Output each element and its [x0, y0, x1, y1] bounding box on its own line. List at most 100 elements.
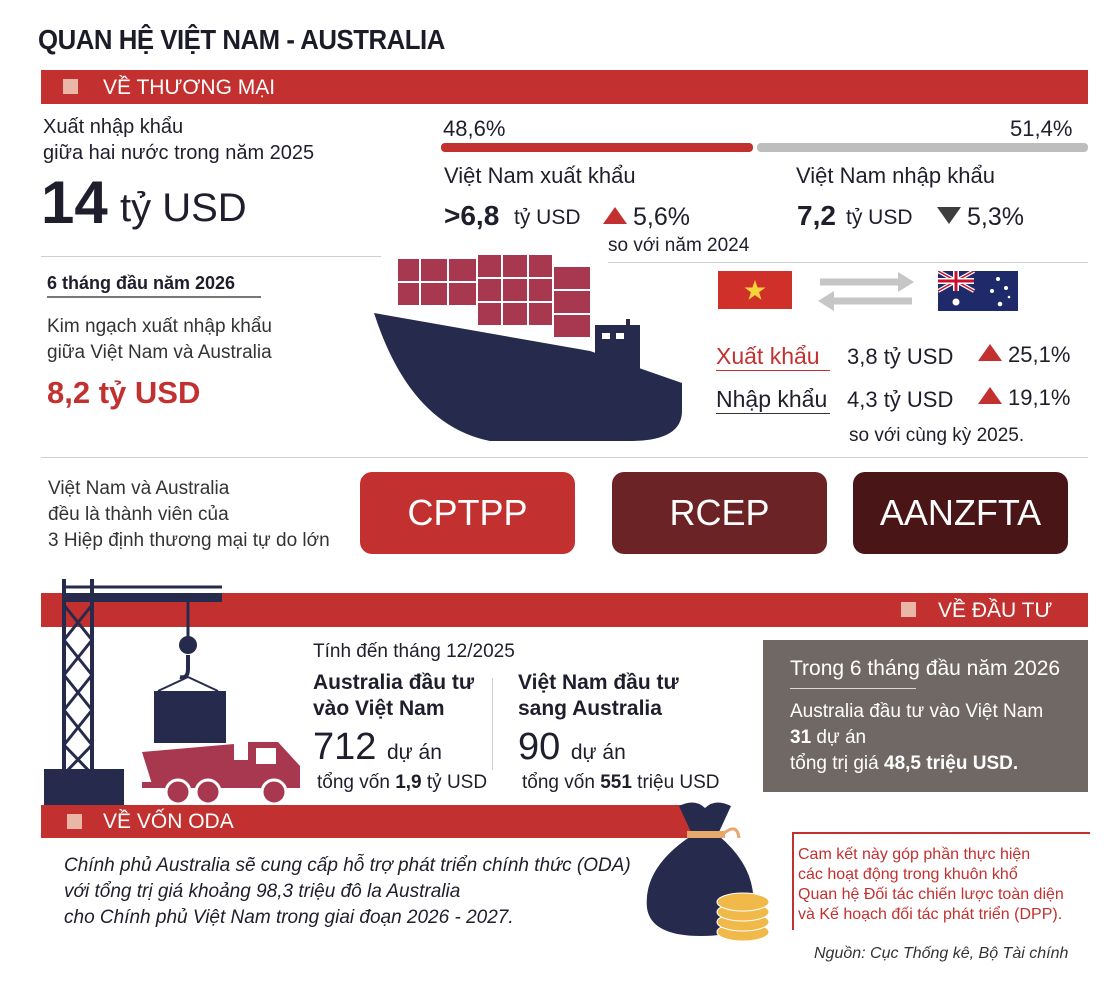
- share-bar-import: [757, 143, 1088, 152]
- half-export-change: 25,1%: [978, 342, 1070, 368]
- half-year-heading: 6 tháng đầu năm 2026: [47, 273, 236, 293]
- up-arrow-icon: [978, 344, 1002, 361]
- half-export-value: 3,8 tỷ USD: [847, 344, 954, 369]
- section-label-investment: VỀ ĐẦU TƯ: [938, 599, 1053, 622]
- square-marker-icon: [901, 602, 916, 617]
- divider: [41, 256, 381, 257]
- oda-note-box: Cam kết này góp phần thực hiện các hoạt …: [792, 832, 1090, 930]
- half-value: 8,2 tỷ USD: [47, 375, 201, 410]
- export-unit: tỷ USD: [514, 206, 581, 229]
- au-to-vn-label-1: Australia đầu tư: [313, 671, 475, 694]
- investment-half-year-box: Trong 6 tháng đầu năm 2026 Australia đầu…: [763, 640, 1088, 792]
- heading-underline: [790, 688, 916, 689]
- page-title: QUAN HỆ VIỆT NAM - AUSTRALIA: [38, 24, 445, 55]
- total-caption-1: Xuất nhập khẩu: [43, 116, 184, 138]
- au-capital-unit: tỷ USD: [426, 772, 488, 793]
- fta-caption-3: 3 Hiệp định thương mại tự do lớn: [48, 530, 330, 551]
- import-label: Việt Nam nhập khẩu: [796, 163, 995, 188]
- half-import-label: Nhập khẩu: [716, 386, 828, 412]
- export-value: >6,8: [444, 200, 500, 231]
- half-caption-1: Kim ngạch xuất nhập khẩu: [47, 316, 272, 337]
- section-label-trade: VỀ THƯƠNG MẠI: [103, 76, 276, 99]
- oda-note-2: các hoạt động trong khuôn khổ: [798, 866, 1018, 883]
- square-marker-icon: [63, 79, 78, 94]
- divider: [41, 457, 1088, 458]
- half-import-change: 19,1%: [978, 385, 1070, 411]
- import-change: 5,3%: [937, 203, 1024, 232]
- fta-badge-rcep: RCEP: [612, 472, 827, 554]
- vn-to-au-label-2: sang Australia: [518, 697, 662, 720]
- half-caption-2: giữa Việt Nam và Australia: [47, 342, 272, 363]
- export-change-value: 5,6%: [633, 203, 690, 231]
- box-projects-value: 31: [790, 727, 812, 748]
- box-value-prefix: tổng trị giá: [790, 753, 879, 774]
- box-projects-unit: dự án: [816, 727, 867, 748]
- half-import-value: 4,3 tỷ USD: [847, 387, 954, 412]
- section-bar-oda: VỀ VỐN ODA: [41, 805, 701, 838]
- export-import-share-bar: [441, 143, 1088, 152]
- au-projects: 712 dự án: [313, 726, 442, 769]
- oda-note-4: và Kế hoạch đối tác phát triển (DPP).: [798, 906, 1063, 923]
- cargo-ship-icon: [374, 255, 682, 441]
- import-unit: tỷ USD: [846, 206, 913, 229]
- half-export-label: Xuất khẩu: [716, 343, 820, 369]
- down-arrow-icon: [937, 207, 961, 224]
- box-line1: Australia đầu tư vào Việt Nam: [790, 701, 1044, 722]
- fta-badge-aanzfta: AANZFTA: [853, 472, 1068, 554]
- exchange-arrows-icon: [818, 272, 914, 311]
- up-arrow-icon: [978, 387, 1002, 404]
- oda-line-1: Chính phủ Australia sẽ cung cấp hỗ trợ p…: [64, 855, 631, 876]
- au-to-vn-label-2: vào Việt Nam: [313, 697, 445, 720]
- box-heading: Trong 6 tháng đầu năm 2026: [790, 657, 1061, 680]
- half-import-change-value: 19,1%: [1008, 385, 1071, 410]
- vn-projects-unit: dự án: [570, 741, 626, 764]
- divider: [608, 262, 1088, 263]
- box-value: tổng trị giá 48,5 triệu USD.: [790, 753, 1018, 775]
- label-underline: [716, 370, 830, 371]
- section-label-oda: VỀ VỐN ODA: [103, 810, 234, 833]
- fta-caption-2: đều là thành viên của: [48, 504, 229, 525]
- vn-capital-value: 551: [600, 772, 632, 793]
- crane-icon: [44, 579, 226, 805]
- au-projects-unit: dự án: [386, 741, 442, 764]
- label-underline: [716, 413, 830, 414]
- oda-note-3: Quan hệ Đối tác chiến lược toàn diện: [798, 886, 1064, 903]
- export-label: Việt Nam xuất khẩu: [444, 163, 636, 188]
- oda-line-2: với tổng trị giá khoảng 98,3 triệu đô la…: [64, 881, 461, 902]
- money-bag-icon: [646, 802, 770, 942]
- vn-capital-unit: triệu USD: [637, 772, 720, 793]
- share-export-label: 48,6%: [443, 116, 506, 141]
- half-compare-note: so với cùng kỳ 2025.: [849, 425, 1025, 446]
- import-change-value: 5,3%: [967, 203, 1024, 231]
- australia-flag-icon: [938, 271, 1018, 311]
- vietnam-flag-icon: [718, 271, 792, 309]
- vn-to-au-label-1: Việt Nam đầu tư: [518, 671, 679, 694]
- heading-underline: [47, 296, 261, 298]
- vn-capital: tổng vốn 551 triệu USD: [522, 772, 720, 794]
- total-caption-2: giữa hai nước trong năm 2025: [43, 142, 315, 164]
- square-marker-icon: [67, 814, 82, 829]
- vn-capital-prefix: tổng vốn: [522, 772, 595, 793]
- au-capital: tổng vốn 1,9 tỷ USD: [317, 772, 487, 794]
- dump-truck-icon: [142, 742, 300, 806]
- total-unit: tỷ USD: [120, 186, 247, 230]
- oda-line-3: cho Chính phủ Việt Nam trong giai đoạn 2…: [64, 907, 514, 928]
- box-value-amount: 48,5 triệu USD.: [884, 753, 1019, 774]
- section-bar-trade: VỀ THƯƠNG MẠI: [41, 70, 1088, 104]
- share-import-label: 51,4%: [1010, 116, 1073, 141]
- fta-caption-1: Việt Nam và Australia: [48, 478, 230, 499]
- divider: [492, 678, 493, 770]
- au-capital-prefix: tổng vốn: [317, 772, 390, 793]
- up-arrow-icon: [603, 207, 627, 224]
- half-export-change-value: 25,1%: [1008, 342, 1071, 367]
- source-note: Nguồn: Cục Thống kê, Bộ Tài chính: [814, 945, 1069, 962]
- as-of-date: Tính đến tháng 12/2025: [313, 641, 515, 662]
- vn-projects-value: 90: [518, 726, 561, 768]
- box-projects: 31 dự án: [790, 727, 866, 749]
- au-projects-value: 712: [313, 726, 377, 768]
- import-value: 7,2: [797, 200, 836, 231]
- compare-note: so với năm 2024: [608, 235, 750, 256]
- total-number: 14: [41, 169, 108, 236]
- export-change: 5,6%: [603, 203, 690, 232]
- oda-note-1: Cam kết này góp phần thực hiện: [798, 846, 1031, 863]
